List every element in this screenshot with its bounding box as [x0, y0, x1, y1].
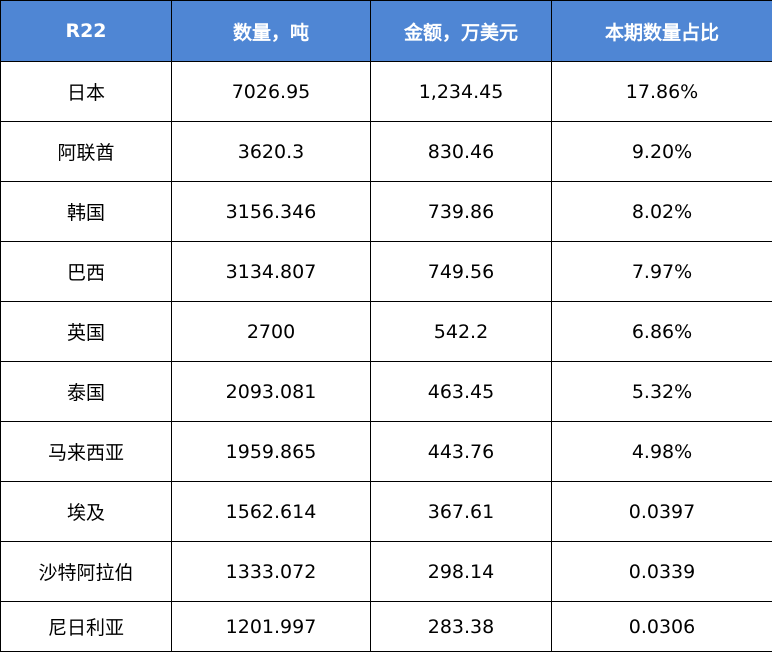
share-cell: 17.86%: [552, 62, 772, 122]
table-row: 尼日利亚 1201.997 283.38 0.0306: [1, 602, 772, 652]
amount-cell: 443.76: [371, 422, 552, 482]
quantity-cell: 2093.081: [172, 362, 371, 422]
table-row: 泰国 2093.081 463.45 5.32%: [1, 362, 772, 422]
table-row: 沙特阿拉伯 1333.072 298.14 0.0339: [1, 542, 772, 602]
quantity-cell: 1201.997: [172, 602, 371, 652]
country-cell: 沙特阿拉伯: [1, 542, 172, 602]
table-row: 韩国 3156.346 739.86 8.02%: [1, 182, 772, 242]
share-cell: 8.02%: [552, 182, 772, 242]
quantity-cell: 2700: [172, 302, 371, 362]
quantity-cell: 1333.072: [172, 542, 371, 602]
amount-cell: 542.2: [371, 302, 552, 362]
amount-cell: 739.86: [371, 182, 552, 242]
share-cell: 9.20%: [552, 122, 772, 182]
country-cell: 马来西亚: [1, 422, 172, 482]
share-cell: 7.97%: [552, 242, 772, 302]
country-cell: 埃及: [1, 482, 172, 542]
share-cell: 6.86%: [552, 302, 772, 362]
header-row: R22 数量，吨 金额，万美元 本期数量占比: [1, 1, 772, 62]
quantity-cell: 1562.614: [172, 482, 371, 542]
country-cell: 日本: [1, 62, 172, 122]
table-row: 埃及 1562.614 367.61 0.0397: [1, 482, 772, 542]
header-amount: 金额，万美元: [371, 1, 552, 62]
amount-cell: 367.61: [371, 482, 552, 542]
table-row: 马来西亚 1959.865 443.76 4.98%: [1, 422, 772, 482]
table-row: 巴西 3134.807 749.56 7.97%: [1, 242, 772, 302]
quantity-cell: 3156.346: [172, 182, 371, 242]
quantity-cell: 1959.865: [172, 422, 371, 482]
quantity-cell: 3620.3: [172, 122, 371, 182]
amount-cell: 830.46: [371, 122, 552, 182]
header-quantity: 数量，吨: [172, 1, 371, 62]
quantity-cell: 3134.807: [172, 242, 371, 302]
country-cell: 阿联酋: [1, 122, 172, 182]
header-share: 本期数量占比: [552, 1, 772, 62]
share-cell: 5.32%: [552, 362, 772, 422]
country-cell: 英国: [1, 302, 172, 362]
country-cell: 巴西: [1, 242, 172, 302]
quantity-cell: 7026.95: [172, 62, 371, 122]
share-cell: 0.0306: [552, 602, 772, 652]
header-refrigerant: R22: [1, 1, 172, 62]
amount-cell: 463.45: [371, 362, 552, 422]
table-row: 阿联酋 3620.3 830.46 9.20%: [1, 122, 772, 182]
table-row: 英国 2700 542.2 6.86%: [1, 302, 772, 362]
amount-cell: 298.14: [371, 542, 552, 602]
share-cell: 0.0339: [552, 542, 772, 602]
share-cell: 4.98%: [552, 422, 772, 482]
country-cell: 韩国: [1, 182, 172, 242]
share-cell: 0.0397: [552, 482, 772, 542]
amount-cell: 749.56: [371, 242, 552, 302]
amount-cell: 1,234.45: [371, 62, 552, 122]
country-cell: 泰国: [1, 362, 172, 422]
amount-cell: 283.38: [371, 602, 552, 652]
country-cell: 尼日利亚: [1, 602, 172, 652]
table-row: 日本 7026.95 1,234.45 17.86%: [1, 62, 772, 122]
